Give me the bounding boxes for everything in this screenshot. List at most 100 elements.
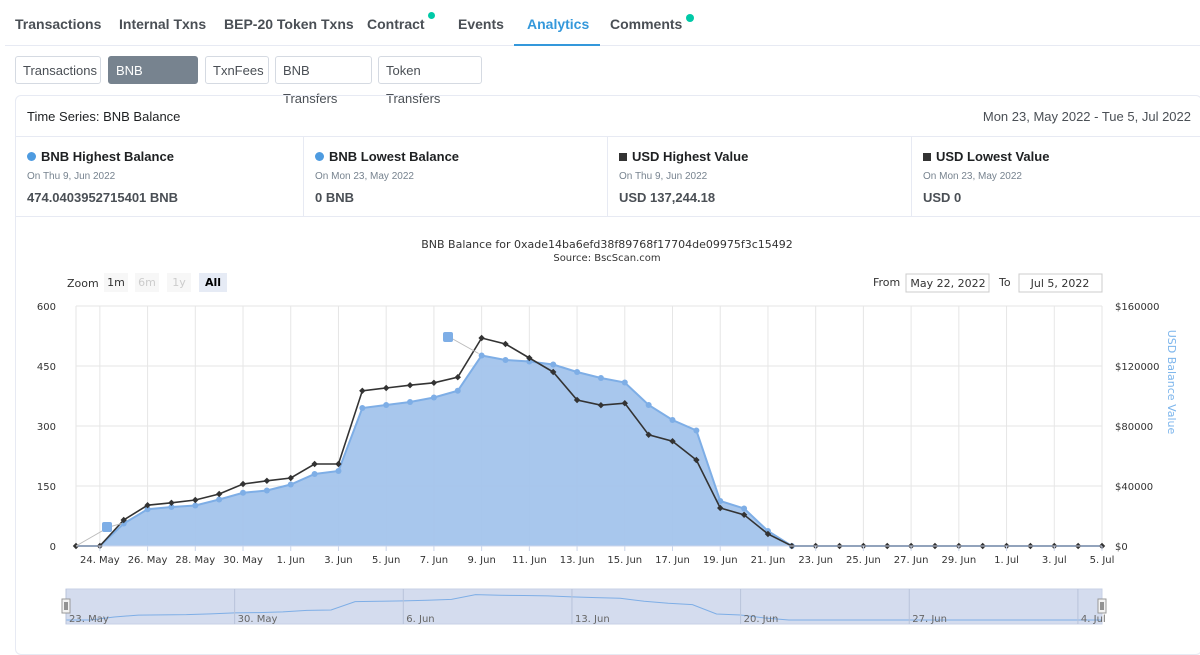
tab-transactions[interactable]: Transactions [15,16,102,32]
bnb-point [168,499,175,506]
axes: 24. May 26. May 28. May 30. May 1. Jun 3. Jun… [37,302,1160,566]
x-tick-label: 30. May [223,555,263,566]
x-tick-label: 21. Jun [751,555,786,566]
zoom-1m-button[interactable]: 1m [104,273,128,292]
x-tick-label: 5. Jun [372,555,400,566]
bnb-point [645,431,652,438]
svg-text:Jul 5, 2022: Jul 5, 2022 [1030,277,1090,290]
usd-point [597,375,604,381]
square-icon [619,153,627,161]
flags [75,332,479,547]
x-tick-label: 17. Jun [655,555,690,566]
bnb-point [573,396,581,404]
bnb-point [693,456,700,464]
bnb-balance-chart: BNB Balance for 0xade14ba6efd38f89768f17… [37,238,1178,625]
tab-comments[interactable]: Comments [610,0,695,45]
subtab-bnb-transfers[interactable]: BNB Transfers [275,56,372,106]
usd-point [645,402,652,408]
usd-point [168,504,175,510]
flag-marker [443,332,453,342]
zoom-6m-button[interactable]: 6m [135,273,159,292]
x-tick-label: 1. Jul [994,555,1019,566]
x-tick-label: 27. Jun [894,555,929,566]
y-tick-label-right: $120000 [1115,362,1160,373]
x-tick-label: 1. Jun [277,555,305,566]
bnb-point [740,511,748,518]
bnb-point [454,374,461,381]
usd-point [478,352,485,359]
navigator-tick-label: 13. Jun [575,614,610,625]
usd-point [311,471,318,477]
bullet-icon [315,152,324,161]
stat-bnb-lowest: BNB Lowest Balance On Mon 23, May 2022 0… [304,136,608,216]
bullet-icon [27,152,36,161]
svg-text:1y: 1y [172,276,186,289]
bnb-point [717,504,724,512]
usd-point [287,481,294,488]
navigator-tick-label: 4. Jul [1081,614,1106,625]
to-date-input[interactable]: Jul 5, 2022 [1018,273,1103,293]
bnb-point [764,530,772,538]
x-tick-label: 25. Jun [846,555,881,566]
navigator-handle[interactable] [1097,598,1107,614]
range-navigator[interactable]: 23. May 30. May 6. Jun 13. Jun 20. Jun 27. Ju… [61,588,1107,625]
card-header: Time Series: BNB Balance Mon 23, May 202… [16,96,1200,137]
usd-point [621,379,628,386]
square-icon [923,153,931,161]
verified-check-icon [427,12,435,19]
usd-point [454,387,461,394]
zoom-1y-button[interactable]: 1y [167,273,191,292]
svg-text:May 22, 2022: May 22, 2022 [910,277,985,290]
y-tick-label-right: $160000 [1115,302,1160,313]
bnb-point [359,387,366,394]
usd-point [383,402,390,408]
navigator-tick-label: 6. Jun [406,614,434,625]
tab-events[interactable]: Events [458,16,504,32]
bnb-point [215,490,223,498]
right-axis-label: USD Balance Value [1165,330,1178,435]
bnb-point [430,379,438,386]
subtab-transactions[interactable]: Transactions [15,56,101,84]
analytics-card: Time Series: BNB Balance Mon 23, May 202… [15,95,1200,655]
bnb-point [478,334,485,342]
y-tick-label-left: 450 [37,362,56,373]
usd-point [144,506,151,513]
usd-point [335,468,342,474]
tab-internal-txns[interactable]: Internal Txns [119,16,207,32]
x-tick-label: 7. Jun [420,555,448,566]
y-tick-label-right: $0 [1115,542,1128,553]
usd-point [693,427,700,434]
bnb-point [502,340,509,348]
tab-bep20-token-txns[interactable]: BEP-20 Token Txns [224,16,354,32]
navigator-tick-label: 20. Jun [744,614,779,625]
usd-point [407,399,414,405]
bnb-point [311,460,318,468]
stat-bnb-highest: BNB Highest Balance On Thu 9, Jun 2022 4… [16,136,304,216]
x-tick-label: 19. Jun [703,555,738,566]
bnb-point [287,474,294,482]
navigator-handle[interactable] [61,598,71,614]
usd-point [502,357,509,363]
usd-point [192,502,199,509]
tab-contract[interactable]: Contract [367,0,435,45]
usd-point [669,417,676,423]
subtab-txnfees[interactable]: TxnFees [205,56,269,84]
bnb-point [335,460,342,468]
zoom-all-button[interactable]: All [199,273,227,292]
bnb-point [621,400,628,407]
from-date-input[interactable]: May 22, 2022 [905,273,990,293]
zoom-label: Zoom [67,277,99,290]
bnb-point [550,368,557,376]
bnb-point [263,477,271,484]
tab-analytics[interactable]: Analytics [513,0,601,46]
page: Transactions Internal Txns BEP-20 Token … [5,0,1200,655]
x-tick-label: 23. Jun [798,555,833,566]
x-tick-label: 5. Jul [1090,555,1115,566]
x-tick-label: 9. Jun [467,555,495,566]
svg-text:1m: 1m [107,276,125,289]
subtab-bnb-balance[interactable]: BNB Balance [108,56,198,106]
y-tick-label-left: 150 [37,482,56,493]
usd-point [240,489,247,496]
x-tick-label: 24. May [80,555,120,566]
subtab-token-transfers[interactable]: Token Transfers [378,56,482,106]
